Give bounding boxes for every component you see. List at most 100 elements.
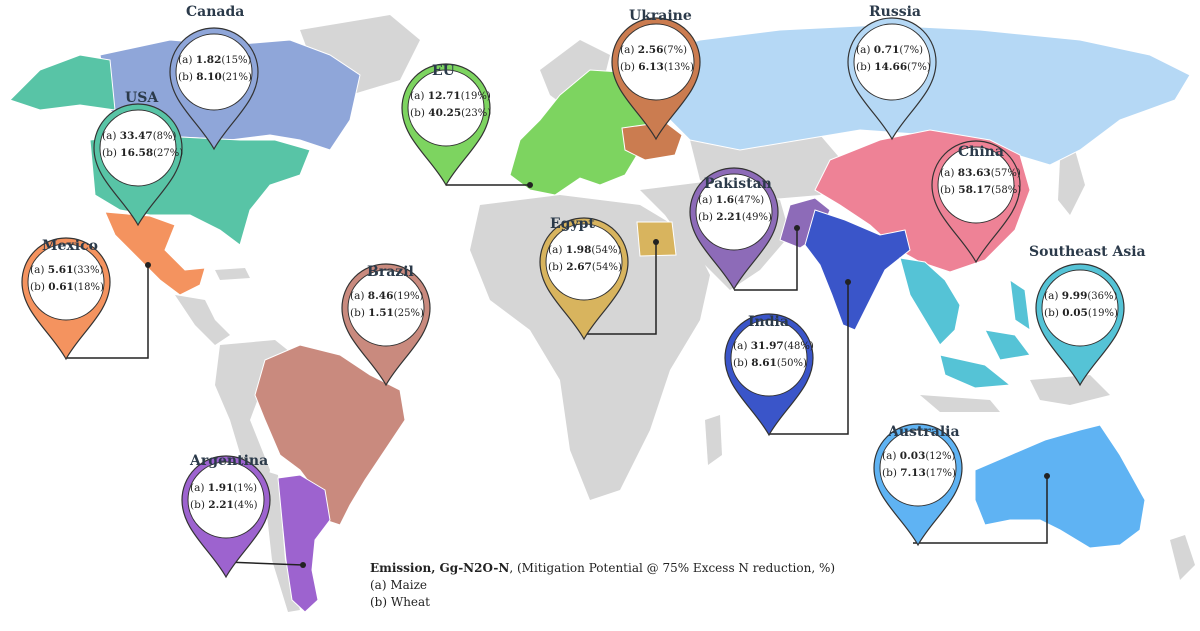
region-southeast-asia — [899, 257, 1031, 389]
pin-values: (a) 33.47(8%) (b) 16.58(27%) — [102, 128, 184, 162]
wheat-percent: (4%) — [233, 500, 258, 511]
maize-percent: (1%) — [233, 483, 258, 494]
wheat-percent: (19%) — [1087, 308, 1118, 319]
pin-mexico: (a) 5.61(33%) (b) 0.61(18%) — [16, 232, 116, 362]
wheat-percent: (7%) — [907, 62, 931, 73]
wheat-row: (b) 7.13(17%) — [882, 467, 956, 479]
map-pin-icon — [689, 167, 779, 291]
maize-value: 31.97 — [750, 340, 784, 352]
region-india — [804, 209, 911, 331]
maize-percent: (57%) — [990, 168, 1021, 179]
pin-china: (a) 83.63(57%) (b) 58.17(58%) — [926, 135, 1026, 265]
map-pin-icon — [181, 455, 271, 579]
wheat-value: 8.10 — [196, 71, 222, 83]
pin-ukraine: (a) 2.56(7%) (b) 6.13(13%) — [606, 12, 706, 142]
region-brazil — [254, 344, 406, 526]
maize-percent: (7%) — [663, 45, 688, 56]
maize-percent: (19%) — [460, 91, 491, 102]
wheat-percent: (18%) — [73, 282, 104, 293]
wheat-value: 16.58 — [120, 147, 154, 159]
region-mexico — [104, 211, 206, 296]
map-pin-icon — [341, 263, 431, 387]
map-pin-icon — [93, 103, 183, 227]
pin-values: (a) 9.99(36%) (b) 0.05(19%) — [1044, 288, 1118, 322]
legend-item-maize: (a) Maize — [370, 578, 428, 592]
wheat-row: (b) 0.61(18%) — [30, 281, 104, 293]
country-label-argentina: Argentina — [190, 453, 269, 469]
map-pin-icon — [539, 217, 629, 341]
pin-australia: (a) 0.03(12%) (b) 7.13(17%) — [868, 418, 968, 548]
maize-row: (a) 0.03(12%) — [882, 450, 956, 462]
maize-value: 1.82 — [195, 54, 222, 66]
pin-values: (a) 1.91(1%) (b) 2.21(4%) — [190, 480, 262, 514]
maize-value: 1.91 — [207, 482, 234, 494]
map-pin-icon — [611, 17, 701, 141]
maize-row: (a) 1.91(1%) — [190, 482, 258, 494]
wheat-row: (b) 8.61(50%) — [733, 357, 807, 369]
country-label-china: China — [958, 144, 1004, 160]
maize-value: 8.46 — [367, 290, 394, 302]
maize-percent: (15%) — [221, 55, 252, 66]
legend-item-wheat: (b) Wheat — [370, 595, 430, 609]
country-label-pakistan: Pakistan — [704, 176, 772, 192]
maize-value: 83.63 — [957, 167, 991, 179]
wheat-value: 2.67 — [566, 261, 592, 273]
wheat-value: 0.05 — [1062, 307, 1088, 319]
region-alaska — [9, 54, 116, 111]
country-label-eu: EU — [432, 63, 455, 79]
maize-row: (a) 31.97(48%) — [733, 340, 814, 352]
maize-row: (a) 0.71(7%) — [856, 44, 924, 56]
maize-value: 33.47 — [119, 130, 153, 142]
maize-percent: (48%) — [783, 341, 814, 352]
wheat-percent: (17%) — [925, 468, 956, 479]
map-pin-icon — [401, 63, 491, 187]
country-label-usa: USA — [125, 90, 159, 106]
maize-percent: (8%) — [152, 131, 177, 142]
map-pin-icon — [931, 140, 1021, 264]
maize-row: (a) 5.61(33%) — [30, 264, 104, 276]
pin-values: (a) 0.71(7%) (b) 14.66(7%) — [856, 42, 931, 76]
wheat-percent: (49%) — [741, 212, 772, 223]
wheat-value: 2.21 — [716, 211, 742, 223]
wheat-row: (b) 2.21(49%) — [698, 211, 772, 223]
country-label-brazil: Brazil — [367, 264, 414, 280]
pin-pakistan: (a) 1.6(47%) (b) 2.21(49%) — [684, 162, 784, 292]
maize-percent: (47%) — [734, 195, 765, 206]
wheat-row: (b) 16.58(27%) — [102, 147, 184, 159]
wheat-value: 40.25 — [428, 107, 462, 119]
pin-eu: (a) 12.71(19%) (b) 40.25(23%) — [396, 58, 496, 188]
maize-value: 9.99 — [1061, 290, 1088, 302]
region-egypt — [636, 221, 677, 257]
maize-row: (a) 1.6(47%) — [698, 194, 765, 206]
maize-row: (a) 83.63(57%) — [940, 167, 1021, 179]
wheat-row: (b) 2.67(54%) — [548, 261, 622, 273]
maize-value: 1.98 — [565, 244, 592, 256]
connector-lines — [66, 184, 1048, 566]
country-label-ukraine: Ukraine — [629, 8, 692, 24]
wheat-percent: (27%) — [153, 148, 184, 159]
pin-argentina: (a) 1.91(1%) (b) 2.21(4%) — [176, 450, 276, 580]
wheat-percent: (50%) — [776, 358, 807, 369]
maize-value: 12.71 — [427, 90, 461, 102]
country-label-australia: Australia — [888, 424, 960, 440]
pin-values: (a) 2.56(7%) (b) 6.13(13%) — [620, 42, 694, 76]
wheat-value: 6.13 — [638, 61, 664, 73]
maize-value: 0.71 — [873, 44, 900, 56]
wheat-value: 2.21 — [208, 499, 234, 511]
wheat-row: (b) 2.21(4%) — [190, 499, 258, 511]
maize-value: 2.56 — [637, 44, 664, 56]
pin-values: (a) 1.6(47%) (b) 2.21(49%) — [698, 192, 772, 226]
wheat-row: (b) 14.66(7%) — [856, 61, 931, 73]
wheat-percent: (13%) — [663, 62, 694, 73]
pin-values: (a) 8.46(19%) (b) 1.51(25%) — [350, 288, 424, 322]
wheat-value: 14.66 — [874, 61, 908, 73]
country-label-russia: Russia — [869, 4, 921, 20]
maize-value: 0.03 — [899, 450, 926, 462]
wheat-value: 58.17 — [958, 184, 992, 196]
connector-dots — [145, 182, 1050, 568]
map-pin-icon — [21, 237, 111, 361]
maize-row: (a) 8.46(19%) — [350, 290, 424, 302]
maize-value: 1.6 — [715, 194, 735, 206]
pin-values: (a) 31.97(48%) (b) 8.61(50%) — [733, 338, 814, 372]
